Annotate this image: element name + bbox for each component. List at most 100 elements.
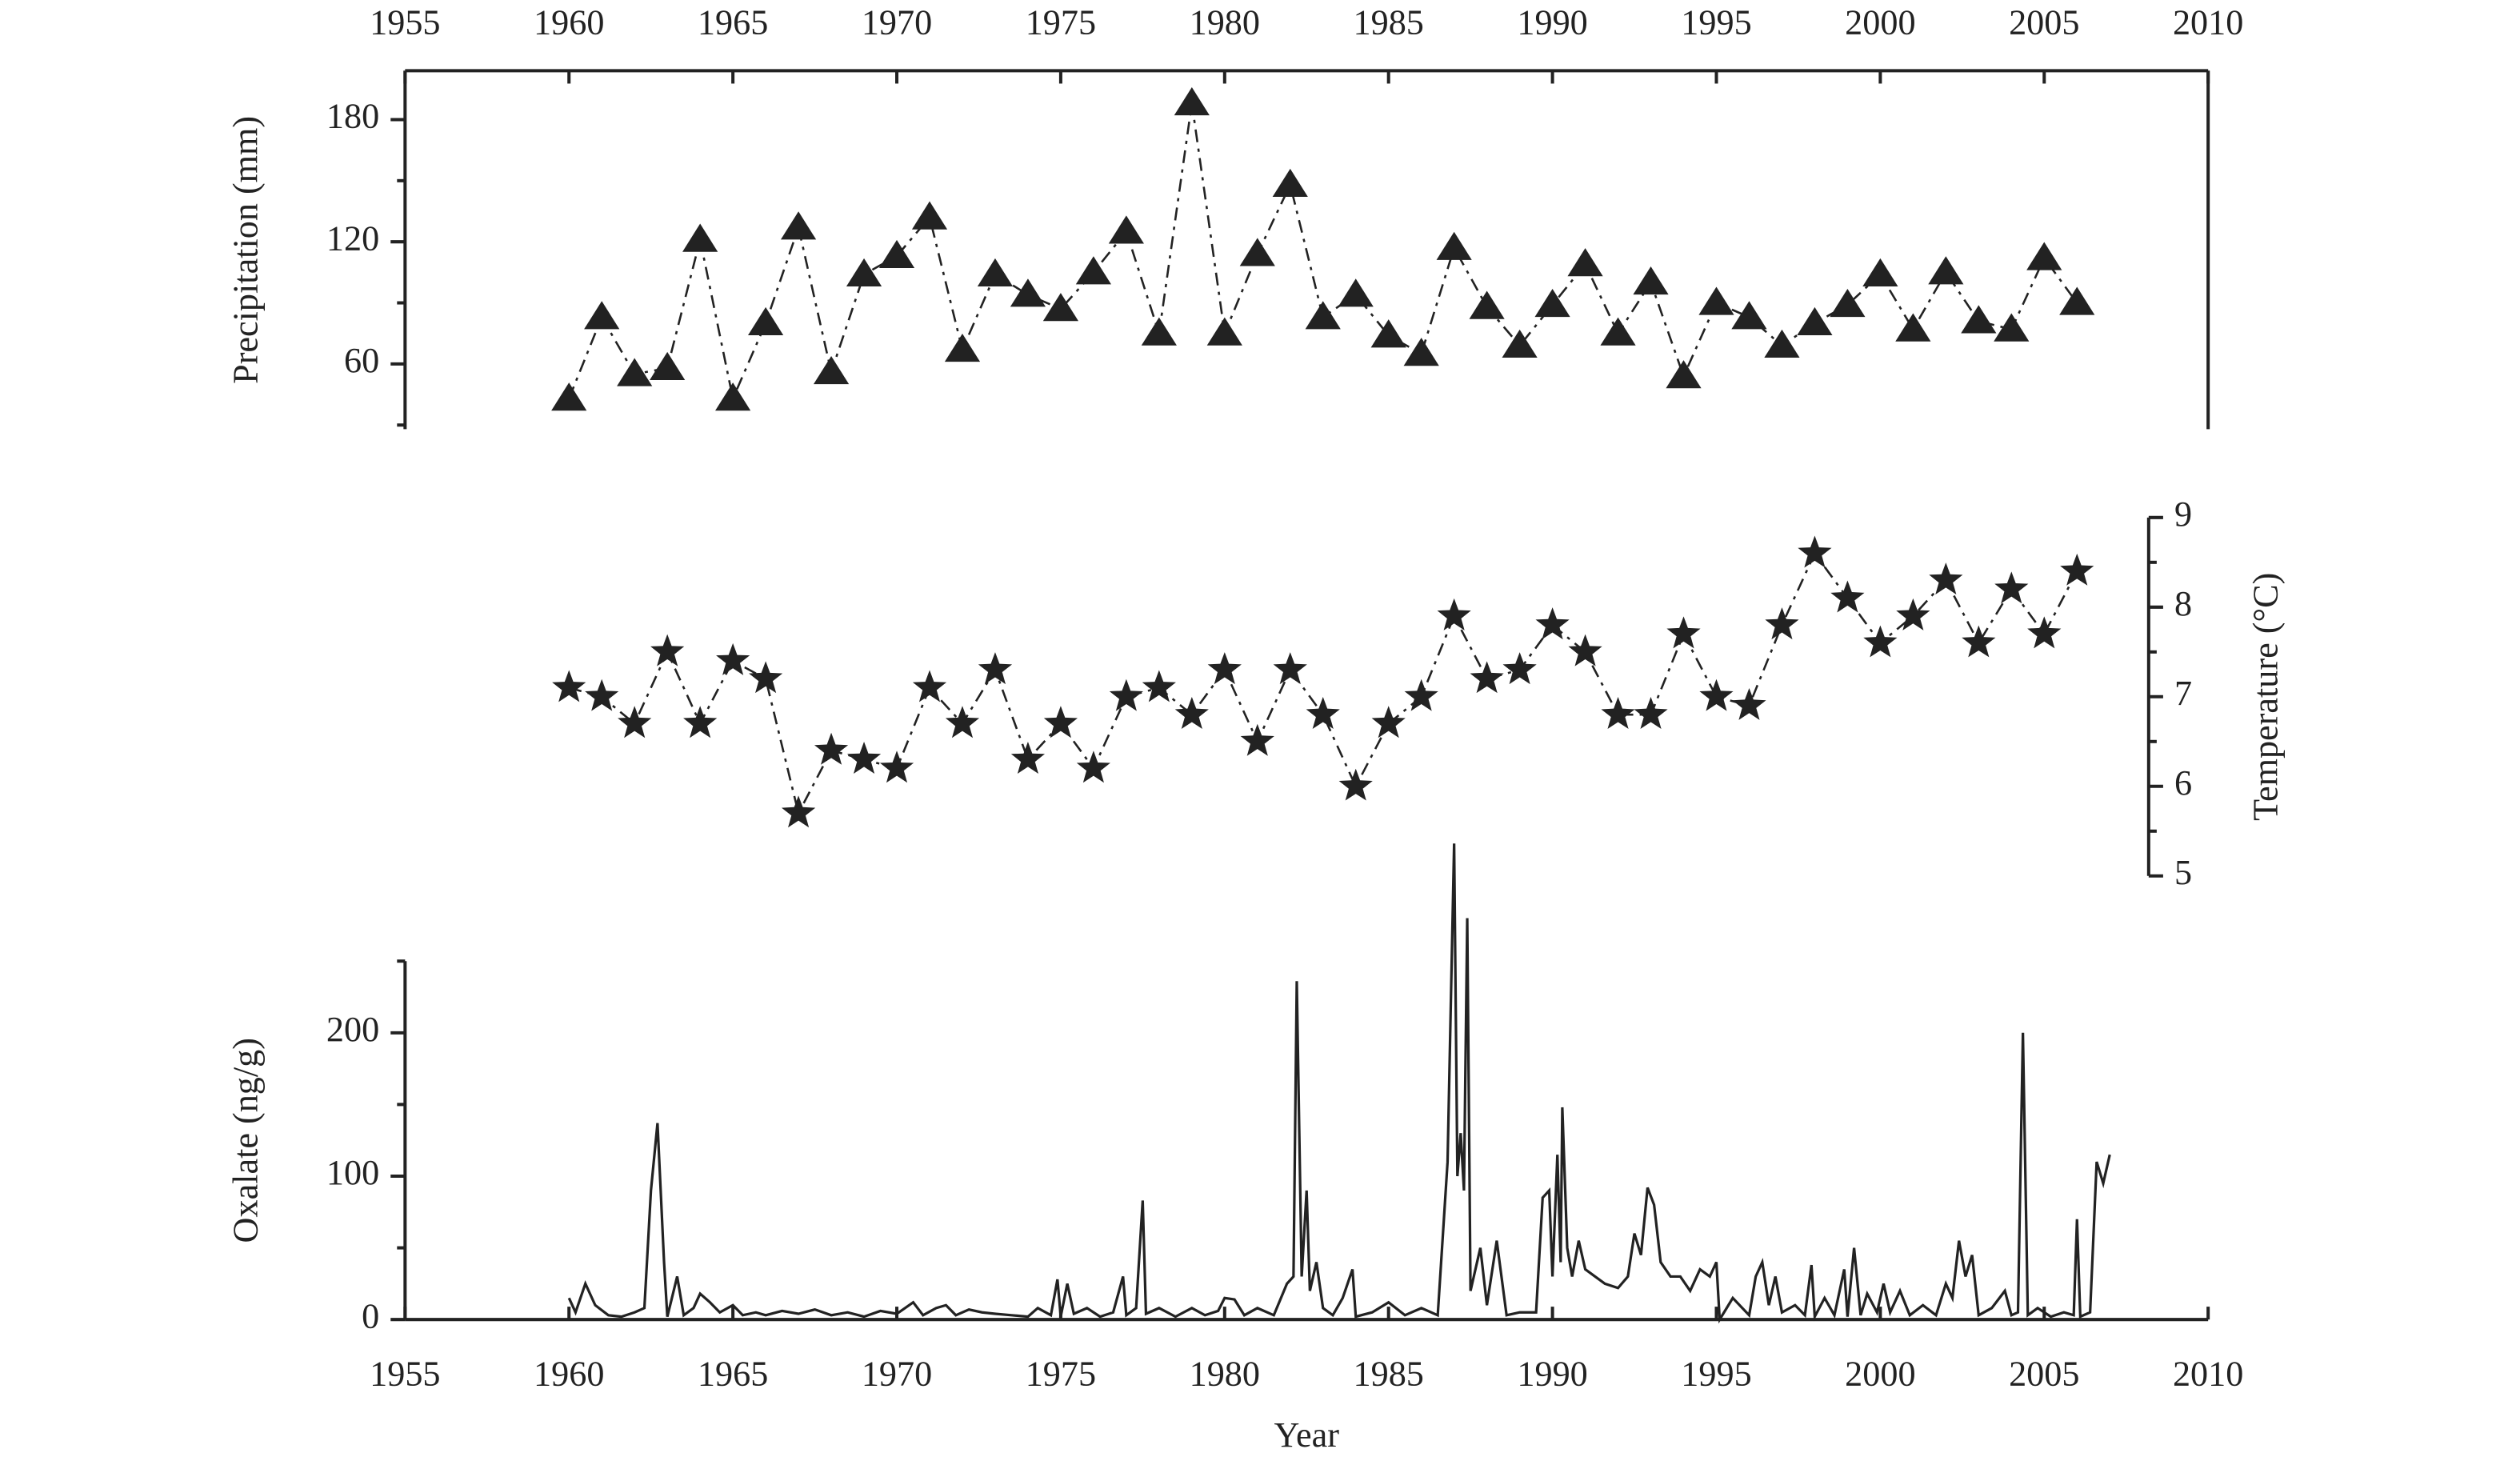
marker [846, 742, 882, 775]
x-tick-label: 2005 [2009, 2, 2079, 42]
marker [1436, 231, 1472, 260]
marker [1731, 301, 1767, 330]
marker [1174, 696, 1209, 729]
marker [2026, 242, 2062, 270]
marker [1962, 625, 1996, 658]
x-tick-label: 1965 [698, 2, 768, 42]
y-tick-label: 100 [326, 1153, 379, 1192]
marker [1338, 278, 1374, 307]
marker [1109, 678, 1143, 711]
marker [1698, 286, 1734, 315]
marker [650, 634, 685, 666]
x-tick-label: 1970 [862, 2, 932, 42]
marker [1010, 742, 1046, 775]
y-axis-label: Temperature (°C) [2246, 573, 2286, 821]
y-axis-label: Precipitation (mm) [226, 116, 266, 384]
marker [1108, 215, 1144, 244]
marker [944, 333, 981, 362]
marker [1535, 607, 1570, 640]
y-tick-label: 7 [2174, 674, 2192, 713]
marker [1306, 696, 1340, 729]
marker [781, 795, 816, 828]
marker [1273, 652, 1307, 685]
y-tick-label: 180 [326, 97, 379, 136]
data-line [567, 843, 2111, 1324]
marker [1994, 313, 2030, 342]
x-tick-label: 1970 [862, 1355, 932, 1394]
marker [1798, 535, 1832, 568]
marker [551, 382, 587, 411]
marker [977, 258, 1014, 286]
marker [813, 355, 850, 385]
marker [552, 670, 586, 702]
marker [1862, 258, 1898, 286]
marker [1338, 768, 1373, 801]
x-tick-label: 1975 [1026, 1355, 1096, 1394]
marker [1010, 278, 1046, 307]
marker [1370, 319, 1406, 348]
marker [1075, 256, 1111, 285]
y-tick-label: 200 [326, 1010, 379, 1049]
x-tick-label: 2010 [2173, 2, 2243, 42]
x-tick-label: 1975 [1026, 2, 1096, 42]
marker [1239, 238, 1275, 266]
marker [1699, 678, 1734, 711]
marker [1895, 313, 1931, 342]
x-tick-label: 2005 [2009, 1355, 2079, 1394]
marker [584, 301, 620, 330]
marker [1666, 360, 1702, 389]
data-line [568, 102, 2078, 402]
marker [1765, 607, 1799, 640]
marker [1830, 580, 1865, 613]
marker [617, 358, 653, 386]
marker [1634, 696, 1668, 729]
marker [945, 706, 980, 739]
marker [1043, 706, 1078, 739]
marker [683, 706, 718, 739]
marker [1305, 301, 1341, 330]
marker [2059, 286, 2095, 315]
marker [1961, 305, 1997, 334]
marker [715, 382, 751, 411]
marker [1502, 652, 1537, 685]
x-tick-label: 2010 [2173, 1355, 2243, 1394]
x-tick-label: 1995 [1681, 1355, 1751, 1394]
marker [749, 661, 783, 694]
marker [618, 706, 652, 739]
marker [879, 751, 914, 783]
y-tick-label: 6 [2174, 763, 2192, 803]
marker [1568, 634, 1602, 666]
marker [912, 670, 947, 702]
marker [748, 306, 784, 336]
marker [716, 642, 750, 675]
x-axis-label: Year [1274, 1415, 1340, 1455]
x-tick-label: 1955 [370, 2, 440, 42]
marker [1141, 317, 1177, 346]
y-tick-label: 60 [344, 341, 379, 380]
y-tick-label: 8 [2174, 584, 2192, 623]
marker [2060, 553, 2094, 586]
y-tick-label: 9 [2174, 494, 2192, 534]
marker [1994, 571, 2029, 604]
marker [2027, 616, 2062, 649]
marker [1403, 338, 1439, 366]
marker [650, 351, 686, 381]
data-line [568, 551, 2078, 817]
x-tick-label: 1960 [534, 2, 604, 42]
marker [1469, 290, 1505, 319]
x-tick-label: 1990 [1517, 2, 1587, 42]
marker [1534, 288, 1570, 318]
y-tick-label: 120 [326, 218, 379, 258]
marker [1567, 248, 1603, 277]
marker [780, 211, 817, 240]
y-tick-label: 5 [2174, 853, 2192, 892]
x-tick-label: 1990 [1517, 1355, 1587, 1394]
marker [846, 258, 882, 286]
marker [682, 223, 718, 252]
x-tick-label: 1995 [1681, 2, 1751, 42]
marker [1076, 751, 1110, 783]
marker [1797, 306, 1833, 336]
x-tick-label: 1985 [1354, 1355, 1424, 1394]
x-tick-label: 1965 [698, 1355, 768, 1394]
marker [1830, 288, 1866, 318]
